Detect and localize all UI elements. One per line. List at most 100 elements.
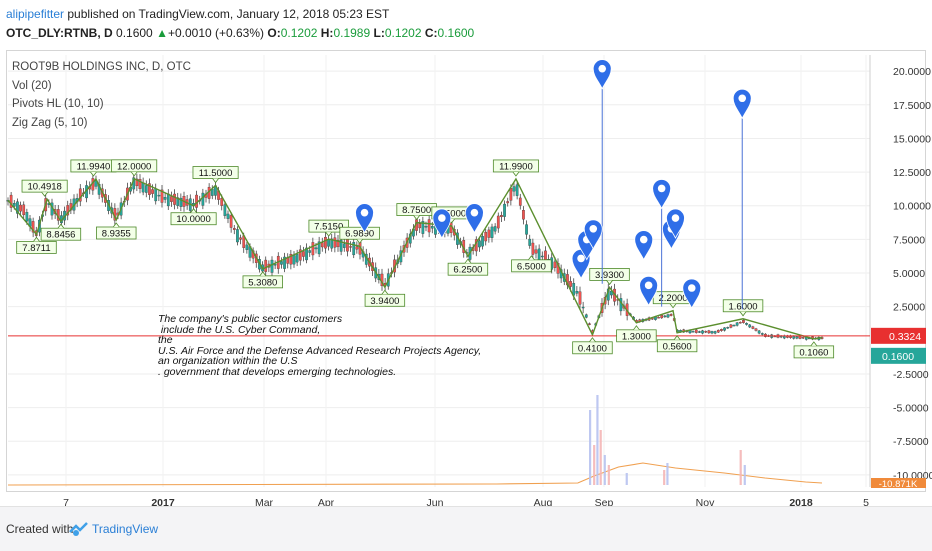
pivot-label: 8.9355 (102, 228, 131, 239)
map-pin-dot (438, 214, 446, 222)
candle-body (349, 246, 352, 248)
candle-body (201, 192, 205, 206)
y-tick-label: 7.5000 (893, 234, 925, 246)
published-text: published on TradingView.com, January 12… (67, 7, 390, 21)
pivot-label-pointer (810, 341, 818, 347)
map-pin-icon[interactable] (732, 88, 752, 120)
candle-body (418, 223, 422, 229)
pivot-label-pointer (633, 325, 640, 331)
y-tick-label: 10.0000 (893, 201, 931, 213)
candle-body (333, 237, 337, 248)
map-pin-dot (577, 254, 585, 263)
y-tick-label: 15.0000 (893, 133, 931, 145)
candle-body (295, 254, 299, 263)
bottom-value-tag (871, 478, 926, 488)
candle-body (342, 243, 346, 248)
candle-body (581, 306, 585, 309)
map-pin-icon[interactable] (682, 278, 702, 309)
pivot-label-pointer (413, 215, 420, 221)
candle-body (691, 331, 695, 333)
map-pin-icon[interactable] (355, 203, 374, 234)
map-pin-icon[interactable] (583, 219, 603, 250)
candle-body (735, 322, 739, 326)
high-label: H: (320, 26, 334, 40)
candle-body (493, 226, 497, 232)
map-pin-icon[interactable] (639, 275, 659, 307)
legend-pivots[interactable]: Pivots HL (10, 10) (12, 98, 104, 110)
y-tick-label: 2.5000 (893, 302, 925, 314)
volume-bar (603, 455, 606, 485)
pivot-label: 6.5000 (517, 261, 546, 272)
author-link[interactable]: alipipefitter (6, 7, 65, 21)
candle-body (135, 178, 139, 187)
candle-body (801, 337, 805, 339)
candle-body (716, 329, 720, 333)
tradingview-logo-icon[interactable] (69, 521, 89, 537)
candle-body (25, 212, 29, 222)
pivot-label-pointer (669, 303, 677, 309)
legend-title: ROOT9B HOLDINGS INC, D, OTC (12, 61, 191, 73)
chart-frame[interactable] (6, 50, 926, 492)
annotation-note[interactable]: The company's public sector customers in… (158, 313, 482, 378)
volume-bar (596, 395, 599, 485)
legend-vol[interactable]: Vol (20) (12, 79, 52, 92)
map-pin-icon[interactable] (652, 179, 672, 210)
open-label: O: (267, 26, 281, 40)
legend-zigzag[interactable]: Zig Zag (5, 10) (12, 116, 88, 129)
candle-body (346, 238, 349, 252)
candle-body (522, 210, 525, 220)
map-pin-icon[interactable] (666, 208, 685, 239)
pivot-label-pointer (464, 258, 472, 264)
candle-body (798, 335, 802, 339)
candle-body (179, 197, 183, 207)
candle-body (232, 228, 236, 230)
candle-body (553, 261, 557, 268)
candle-body (151, 189, 154, 194)
map-pin-icon[interactable] (592, 59, 612, 90)
candle-body (666, 314, 670, 318)
map-pin-icon[interactable] (432, 208, 452, 239)
candle-body (339, 239, 343, 252)
last-price-label: 0.1600 (882, 351, 914, 363)
map-pin-icon[interactable] (634, 230, 654, 261)
created-with-text: Created with (6, 522, 74, 536)
pivot-label-pointer (112, 222, 120, 228)
candle-body (578, 291, 582, 305)
map-pin-dot (360, 208, 369, 217)
high-value: 0.1989 (333, 26, 371, 40)
pivot-label-pointer (528, 255, 535, 261)
candle-body (280, 261, 283, 265)
map-pin-icon[interactable] (465, 203, 484, 234)
volume-ma-line (7, 462, 823, 486)
candle-body (500, 215, 503, 218)
candle-body (157, 194, 161, 197)
pivot-label: 8.7500 (402, 205, 431, 216)
candle-body (154, 188, 158, 202)
close-value: 0.1600 (437, 26, 475, 40)
pivot-label-pointer (41, 191, 48, 197)
map-pin-dot (671, 214, 680, 222)
candle-body (320, 242, 324, 248)
tradingview-brand[interactable]: TradingView (92, 522, 159, 536)
x-tick-label: 7 (63, 497, 69, 509)
candle-body (481, 236, 484, 247)
pivot-label: 11.5000 (199, 168, 233, 179)
hline-price-tag (871, 327, 926, 344)
candle-body (173, 193, 176, 205)
candle-body (176, 197, 180, 206)
pivot-label: 11.9940 (77, 161, 111, 172)
map-pin-dot (589, 224, 598, 233)
pivot-label-pointer (739, 311, 747, 317)
candle-body (732, 324, 736, 327)
publish-line: alipipefitter published on TradingView.c… (6, 7, 389, 21)
candle-body (478, 240, 481, 248)
candle-body (496, 215, 500, 229)
y-tick-label: 5.0000 (893, 268, 925, 280)
publish-header (0, 0, 932, 48)
pivot-label-pointer (212, 178, 219, 184)
pivot-label-pointer (57, 223, 65, 229)
candle-body (223, 204, 227, 216)
candle-body (138, 179, 142, 189)
candle-body (506, 201, 510, 204)
